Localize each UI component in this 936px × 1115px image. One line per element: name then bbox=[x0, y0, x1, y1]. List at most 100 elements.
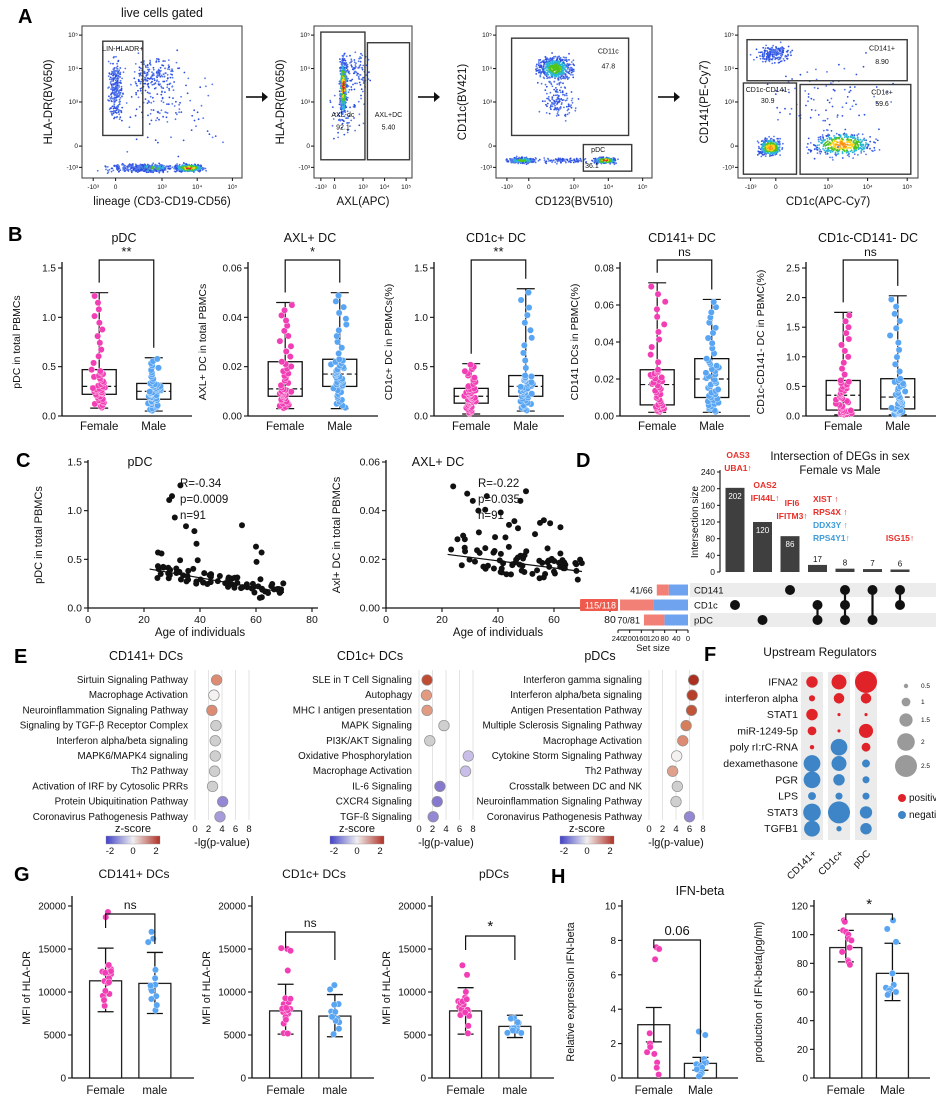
svg-text:30.9: 30.9 bbox=[761, 98, 775, 105]
panel-b-label: B bbox=[8, 224, 23, 246]
regulator-dot bbox=[831, 756, 847, 771]
intersection-bar bbox=[863, 569, 882, 572]
svg-text:CD1c(APC-Cy7): CD1c(APC-Cy7) bbox=[786, 196, 871, 208]
svg-text:CD141(PE-Cy7): CD141(PE-Cy7) bbox=[699, 60, 711, 143]
arrow-icon-2 bbox=[658, 92, 680, 102]
svg-text:0: 0 bbox=[527, 184, 531, 191]
gate-AXL-dc bbox=[320, 31, 366, 161]
intersection-bar bbox=[753, 522, 772, 572]
svg-text:10⁴: 10⁴ bbox=[724, 66, 734, 73]
svg-text:AXL-dc: AXL-dc bbox=[331, 112, 354, 119]
svg-text:0.02: 0.02 bbox=[223, 362, 243, 373]
svg-text:10⁵: 10⁵ bbox=[401, 184, 411, 191]
svg-text:pDC: pDC bbox=[591, 147, 605, 154]
panel-g-label: G bbox=[14, 864, 30, 886]
svg-text:10⁴: 10⁴ bbox=[603, 184, 613, 191]
regulator-dot bbox=[864, 713, 868, 717]
pathway-dot bbox=[214, 811, 226, 823]
svg-text:pDC: pDC bbox=[111, 231, 136, 245]
regulator-dot bbox=[806, 676, 818, 688]
pathway-dot bbox=[210, 719, 222, 732]
pathway-dot bbox=[208, 689, 220, 701]
regulator-dot bbox=[862, 792, 870, 800]
svg-text:pDC in total PBMCs: pDC in total PBMCs bbox=[11, 295, 23, 388]
pathway-dot bbox=[685, 704, 698, 717]
svg-text:AXL+ DC: AXL+ DC bbox=[284, 231, 336, 245]
regulator-dot bbox=[860, 822, 872, 835]
panel-h-label: H bbox=[551, 866, 566, 888]
setsize-female bbox=[620, 599, 654, 611]
gate-CD11c bbox=[510, 37, 630, 137]
regulator-dot bbox=[803, 755, 821, 772]
intersection-bar bbox=[890, 569, 910, 572]
pathway-dot bbox=[206, 704, 218, 717]
svg-text:AXL+ DC in total PBMCs: AXL+ DC in total PBMCs bbox=[197, 284, 209, 400]
svg-text:0: 0 bbox=[74, 143, 78, 150]
svg-text:10³: 10³ bbox=[483, 99, 493, 106]
scatter-AXL+ DC: 0.000.020.040.060 20 40 60 80Axl+ DC in tota… bbox=[331, 455, 616, 639]
svg-text:1.0: 1.0 bbox=[42, 313, 56, 324]
panel-h-title: IFN-beta bbox=[675, 884, 725, 898]
flow-frame bbox=[313, 25, 413, 179]
svg-text:10³: 10³ bbox=[301, 99, 311, 106]
regulator-dot bbox=[861, 742, 871, 752]
arrow-icon-0 bbox=[246, 92, 268, 102]
svg-text:0: 0 bbox=[333, 184, 337, 191]
flow-plot-0: live cells gated -10³ -10³ 0 0 10³ 10³ 10⁴ 10⁴ 10… bbox=[43, 6, 243, 208]
svg-text:10⁵: 10⁵ bbox=[227, 184, 237, 191]
setsize-female bbox=[656, 584, 669, 596]
svg-text:LIN-HLADR+: LIN-HLADR+ bbox=[102, 46, 143, 53]
flow-plot-2: -10³ -10³ 0 0 10³ 10³ 10⁴ 10⁴ 10⁵ 10⁵ CD11c(BV421)… bbox=[457, 25, 653, 208]
svg-text:AXL+DC: AXL+DC bbox=[375, 112, 402, 119]
svg-text:-10³: -10³ bbox=[87, 184, 99, 191]
svg-text:Female: Female bbox=[80, 421, 118, 433]
regulator-dot bbox=[803, 771, 821, 789]
svg-text:-10³: -10³ bbox=[745, 184, 757, 191]
pathway-dot bbox=[209, 735, 221, 747]
regulator-dot bbox=[833, 693, 845, 704]
boxplot-CD1c+ DC: CD1c+ DCCD1c+ DC in PBMCs(%)0.00.51.01.5… bbox=[383, 231, 564, 433]
setsize-male bbox=[653, 599, 688, 611]
svg-text:Male: Male bbox=[141, 421, 166, 433]
regulator-dot bbox=[830, 738, 848, 756]
boxplot-pDC: pDC pDC in total PBMCs 0.0 0.5 1.0 1.5 Female M… bbox=[11, 231, 192, 433]
svg-text:0: 0 bbox=[730, 143, 734, 150]
pathway-dot bbox=[420, 689, 433, 701]
pathway-dot bbox=[421, 704, 433, 717]
pathway-dot bbox=[434, 780, 446, 793]
svg-text:10⁴: 10⁴ bbox=[863, 184, 873, 191]
svg-text:live cells gated: live cells gated bbox=[121, 6, 203, 20]
bar bbox=[829, 946, 863, 1079]
svg-text:lineage (CD3-CD19-CD56): lineage (CD3-CD19-CD56) bbox=[93, 196, 231, 208]
gate-LIN-HLADR+ bbox=[102, 40, 144, 137]
svg-text:10⁴: 10⁴ bbox=[68, 66, 78, 73]
svg-text:10³: 10³ bbox=[569, 184, 579, 191]
regulator-dot bbox=[837, 713, 841, 717]
pathway-dot bbox=[206, 780, 219, 793]
regulator-dot bbox=[835, 792, 843, 800]
boxplot-AXL+ DC: AXL+ DC AXL+ DC in total PBMCs 0.00 0.02 0.0… bbox=[197, 231, 378, 433]
regulator-dot bbox=[855, 671, 877, 693]
flow-plot-3: -10³ -10³ 0 0 10³ 10³ 10⁴ 10⁴ 10⁵ 10⁵ CD141(PE-Cy7… bbox=[699, 25, 919, 208]
gate-CD1c+ bbox=[799, 83, 912, 175]
svg-text:CD141+: CD141+ bbox=[869, 45, 895, 52]
svg-text:-10³: -10³ bbox=[722, 164, 734, 171]
svg-text:0: 0 bbox=[306, 143, 310, 150]
svg-text:**: ** bbox=[121, 244, 131, 259]
panel-e-label: E bbox=[14, 646, 28, 668]
pathway-dot bbox=[680, 719, 692, 732]
svg-text:10³: 10³ bbox=[358, 184, 368, 191]
pathway-dot bbox=[421, 674, 433, 686]
bar bbox=[268, 1010, 303, 1079]
svg-text:10⁴: 10⁴ bbox=[192, 184, 202, 191]
svg-text:59.6: 59.6 bbox=[875, 101, 889, 108]
intersection-bar bbox=[808, 564, 827, 572]
pathway-dot bbox=[431, 795, 443, 808]
